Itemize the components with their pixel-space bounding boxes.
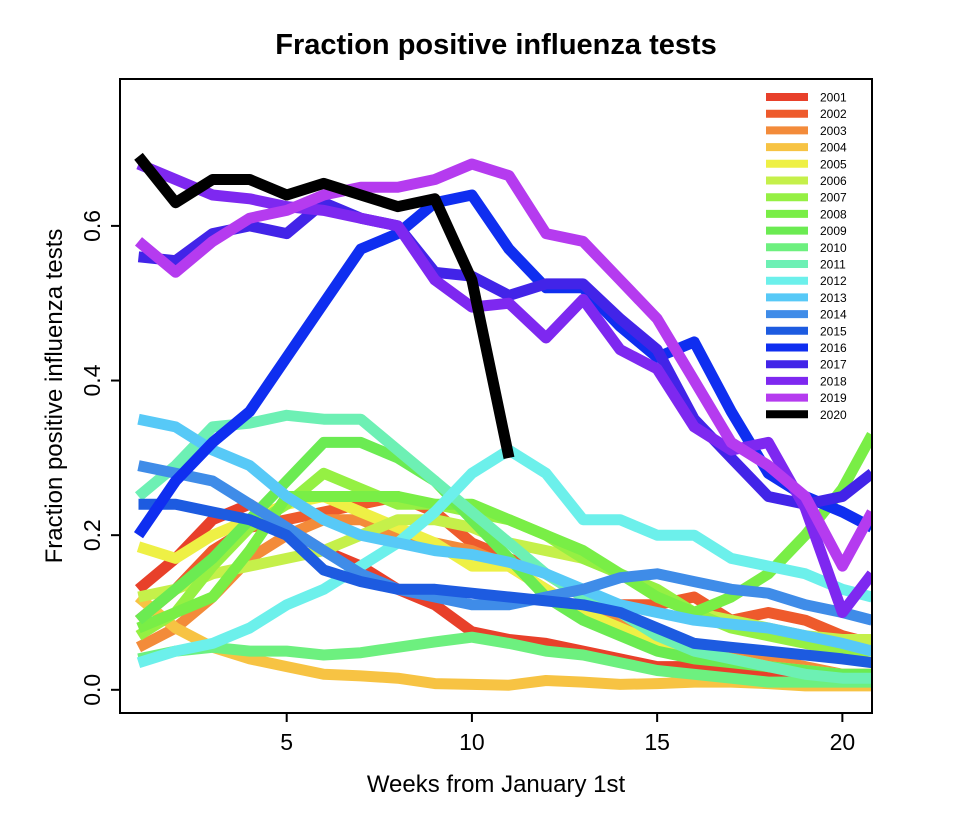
series-line-2015 xyxy=(138,498,872,669)
legend-label-2008: 2008 xyxy=(820,207,847,221)
plot-frame xyxy=(119,78,873,714)
legend-label-2006: 2006 xyxy=(820,174,847,188)
y-tick-label: 0.4 xyxy=(79,364,105,396)
x-tick-label: 20 xyxy=(830,729,856,755)
x-axis-label: Weeks from January 1st xyxy=(367,771,626,798)
legend-label-2001: 2001 xyxy=(820,91,847,105)
y-tick-label: 0.6 xyxy=(79,210,105,242)
legend-label-2010: 2010 xyxy=(820,241,847,255)
series-line-2018 xyxy=(136,158,872,618)
legend-label-2015: 2015 xyxy=(820,324,847,338)
legend-label-2013: 2013 xyxy=(820,291,847,305)
legend-label-2014: 2014 xyxy=(820,308,847,322)
legend-label-2018: 2018 xyxy=(820,374,847,388)
y-axis: 0.0 0.2 0.4 0.6 xyxy=(79,210,120,706)
series-line-2017 xyxy=(137,197,872,510)
legend-label-2017: 2017 xyxy=(820,358,847,372)
x-tick-label: 15 xyxy=(644,729,670,755)
legend-label-2016: 2016 xyxy=(820,341,847,355)
y-tick-label: 0.0 xyxy=(79,674,105,706)
legend: 2001 2002 2003 2004 2005 2006 2007 2008 2009 2010… xyxy=(766,91,847,422)
legend-label-2003: 2003 xyxy=(820,124,847,138)
legend-label-2007: 2007 xyxy=(820,191,847,205)
legend-label-2020: 2020 xyxy=(820,408,847,422)
series-line-2011 xyxy=(134,409,872,684)
series-line-2013 xyxy=(137,413,872,657)
x-tick-label: 5 xyxy=(280,729,293,755)
legend-label-2012: 2012 xyxy=(820,274,847,288)
legend-label-2011: 2011 xyxy=(820,258,846,272)
series-line-2008 xyxy=(136,432,872,634)
series-line-2020 xyxy=(134,152,515,460)
legend-label-2004: 2004 xyxy=(820,141,847,155)
legend-label-2009: 2009 xyxy=(820,224,847,238)
legend-label-2019: 2019 xyxy=(820,391,847,405)
legend-label-2002: 2002 xyxy=(820,107,847,121)
chart-title: Fraction positive influenza tests xyxy=(275,29,717,61)
series-line-2014 xyxy=(137,460,872,626)
x-axis: 5 10 15 20 xyxy=(280,713,855,755)
y-tick-label: 0.2 xyxy=(79,519,105,551)
series-line-2019 xyxy=(134,158,872,572)
x-tick-label: 10 xyxy=(459,729,485,755)
y-axis-label: Fraction positive influenza tests xyxy=(41,229,68,564)
series-group xyxy=(133,152,872,692)
series-line-2010 xyxy=(137,631,872,688)
legend-label-2005: 2005 xyxy=(820,157,847,171)
